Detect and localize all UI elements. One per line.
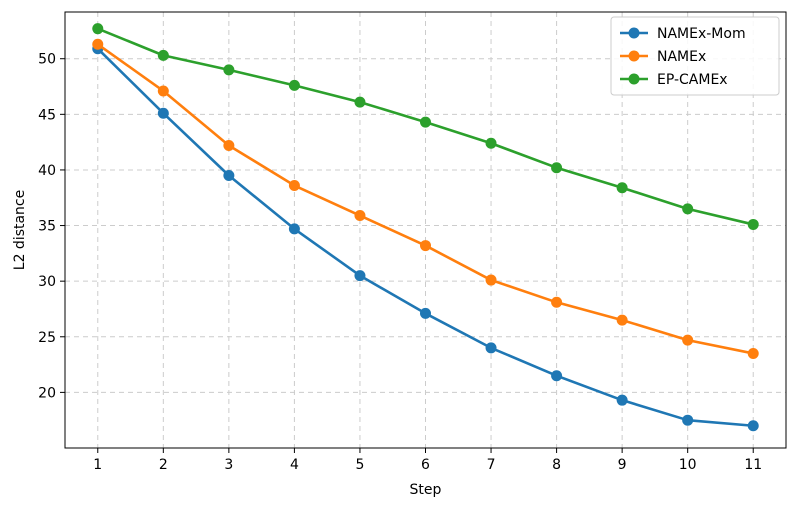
legend-marker [628, 73, 640, 85]
data-point-ep-camex [616, 182, 628, 194]
legend-label: NAMEx [657, 49, 706, 65]
data-point-namex-mom [682, 414, 694, 426]
x-axis-ticks: 1 2 3 4 5 6 7 8 9 10 11 [93, 448, 762, 473]
data-point-namex [288, 180, 300, 192]
data-point-ep-camex [157, 49, 169, 61]
x-tick-label: 10 [679, 457, 697, 473]
data-point-ep-camex [485, 137, 497, 149]
data-point-namex-mom [420, 307, 431, 319]
x-tick-label: 7 [487, 457, 496, 473]
data-point-namex [223, 139, 235, 151]
data-point-namex-mom [747, 420, 759, 432]
x-axis-label: Step [410, 482, 442, 498]
data-point-namex [551, 296, 563, 308]
y-tick-label: 20 [38, 385, 56, 401]
legend-box [610, 16, 780, 96]
x-tick-label: 8 [552, 457, 561, 473]
data-point-namex [485, 274, 497, 286]
legend-label: EP-CAMEx [657, 72, 728, 88]
data-point-ep-camex [354, 96, 366, 108]
y-tick-label: 50 [38, 52, 56, 68]
x-tick-label: 4 [290, 457, 299, 473]
data-point-namex [92, 38, 104, 50]
data-point-ep-camex [682, 203, 694, 215]
series-lines [92, 23, 759, 432]
data-point-ep-camex [747, 218, 759, 230]
x-tick-label: 3 [224, 457, 233, 473]
y-tick-label: 30 [38, 274, 56, 290]
legend: NAMEx-Mom NAMEx EP-CAMEx [610, 16, 780, 96]
data-point-namex [616, 314, 628, 326]
legend-label: NAMEx-Mom [657, 26, 746, 42]
data-point-namex-mom [223, 170, 235, 181]
data-point-ep-camex [92, 23, 104, 35]
data-point-ep-camex [551, 162, 563, 174]
data-point-namex-mom [485, 342, 497, 354]
y-tick-label: 25 [38, 330, 56, 346]
data-point-namex [747, 347, 759, 359]
data-point-ep-camex [420, 116, 431, 128]
data-point-ep-camex [288, 79, 300, 91]
data-point-namex-mom [157, 107, 169, 119]
x-tick-label: 2 [159, 457, 168, 473]
legend-marker [628, 50, 640, 62]
x-tick-label: 9 [618, 457, 627, 473]
data-point-namex-mom [551, 370, 563, 382]
data-point-namex [682, 334, 694, 346]
x-tick-label: 5 [355, 457, 364, 473]
x-tick-label: 1 [93, 457, 102, 473]
x-tick-label: 11 [744, 457, 762, 473]
data-point-namex-mom [288, 223, 300, 235]
x-tick-label: 6 [421, 457, 430, 473]
y-axis-label: L2 distance [12, 190, 28, 270]
data-point-namex-mom [354, 270, 366, 282]
y-tick-label: 45 [38, 107, 56, 123]
y-axis-ticks: 20 25 30 35 40 45 50 [38, 52, 65, 401]
data-point-namex [420, 240, 431, 252]
data-point-namex [354, 210, 366, 222]
y-tick-label: 40 [38, 163, 56, 179]
data-point-ep-camex [223, 64, 235, 76]
y-tick-label: 35 [38, 219, 56, 235]
legend-marker [628, 27, 640, 39]
data-point-namex-mom [616, 394, 628, 406]
data-point-namex [157, 85, 169, 97]
